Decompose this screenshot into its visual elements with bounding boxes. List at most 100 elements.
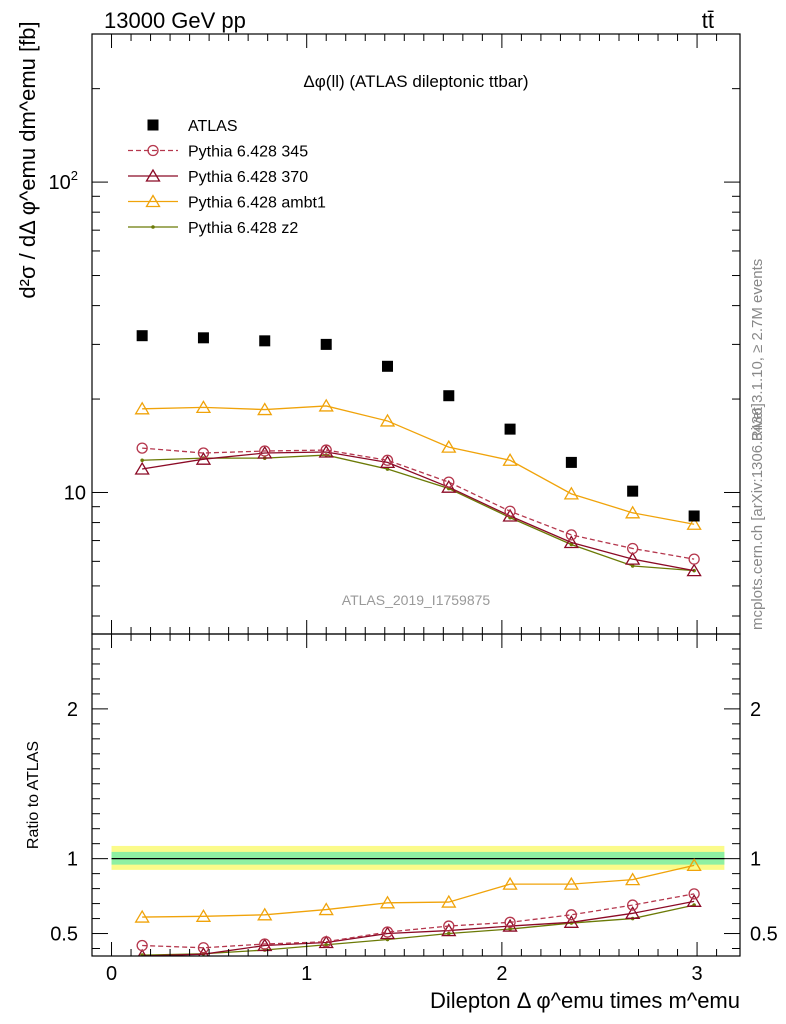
legend-marker <box>151 225 155 229</box>
main-series-1 <box>134 398 702 530</box>
ratio-data-point <box>563 915 580 928</box>
main-data-point <box>197 447 210 459</box>
ratio-data-point <box>136 939 148 952</box>
ratio-series-2 <box>137 894 702 956</box>
ratio-data-point <box>565 909 578 921</box>
main-data-point <box>686 516 702 530</box>
ratio-y-tick-label-right: 1 <box>750 849 761 871</box>
main-data-point <box>565 529 578 541</box>
main-atlas-data-point <box>136 330 148 342</box>
main-data-point <box>136 442 148 454</box>
main-data-point <box>504 505 516 517</box>
main-data-point <box>318 444 334 458</box>
main-data-point <box>686 563 702 577</box>
main-data-point <box>627 542 639 555</box>
ratio-data-point <box>502 876 518 890</box>
main-series-line <box>142 405 695 525</box>
legend-marker <box>145 168 161 182</box>
ratio-data-point <box>195 909 212 922</box>
main-data-point <box>625 551 641 565</box>
ratio-x-tick-label: 1 <box>301 963 312 985</box>
main-atlas-data-point <box>565 456 577 468</box>
main-atlas-data-point <box>197 332 209 344</box>
header-right-label: tt̄ <box>702 8 714 33</box>
main-y-tick-label: 10 <box>64 482 86 504</box>
main-data-point <box>563 486 580 500</box>
side-label-bottom: mcplots.cern.ch [arXiv:1306.3436] <box>749 403 766 630</box>
main-series-2 <box>134 444 702 577</box>
main-data-point <box>381 454 394 466</box>
main-data-point <box>195 451 212 465</box>
main-data-point <box>257 402 273 416</box>
ratio-y-axis-label: Ratio to ATLAS <box>25 741 42 849</box>
main-data-point <box>257 445 273 459</box>
ratio-data-point <box>324 942 329 947</box>
ratio-data-point <box>441 894 457 908</box>
main-data-point <box>441 439 457 453</box>
ratio-y-tick-label-right: 2 <box>750 699 761 721</box>
main-series-line <box>142 454 695 572</box>
main-atlas-data-point <box>320 338 332 350</box>
legend-label: Pythia 6.428 370 <box>188 169 308 186</box>
main-data-point <box>134 401 150 415</box>
legend: ATLAS Pythia 6.428 345 Pythia 6.428 370 Pyt… <box>128 118 326 237</box>
ratio-data-point <box>257 938 273 952</box>
legend-item: Pythia 6.428 ambt1 <box>128 194 326 212</box>
ratio-data-point <box>688 888 700 900</box>
ratio-series-line <box>142 900 695 956</box>
legend-item: Pythia 6.428 345 <box>128 144 308 161</box>
main-data-point <box>140 458 144 463</box>
legend-label: ATLAS <box>188 118 238 135</box>
legend-label: Pythia 6.428 345 <box>188 144 308 161</box>
ratio-data-point <box>563 876 580 890</box>
main-data-point <box>134 461 150 475</box>
main-series-0 <box>140 453 696 573</box>
main-data-point <box>318 398 334 412</box>
main-data-point <box>385 467 390 471</box>
main-plot-area <box>134 330 702 577</box>
ratio-series-3 <box>136 888 700 954</box>
ratio-y-tick-label-left: 0.5 <box>50 924 78 946</box>
ratio-data-point <box>259 938 271 950</box>
legend-item: Pythia 6.428 370 <box>128 168 308 186</box>
ratio-data-point <box>625 872 641 886</box>
ratio-data-point <box>379 895 396 909</box>
main-atlas-data-point <box>688 510 700 522</box>
ratio-data-point <box>381 926 394 938</box>
legend-item: Pythia 6.428 z2 <box>128 220 298 237</box>
legend-item: ATLAS <box>147 118 238 135</box>
ratio-data-point <box>504 916 516 928</box>
ratio-panel: 0 1 2 3 0.5 0.5 1 1 2 2 Ratio to ATLAS Dilepton Δ φ… <box>25 633 778 1013</box>
x-axis-label: Dilepton Δ φ^emu times m^emu <box>430 988 740 1013</box>
ratio-data-point <box>318 902 334 916</box>
ratio-data-point <box>257 907 273 921</box>
main-data-point <box>443 476 455 488</box>
ratio-x-tick-label: 2 <box>496 963 507 985</box>
main-title: Δφ(ll) (ATLAS dileptonic ttbar) <box>303 72 528 91</box>
main-atlas-data-point <box>504 423 516 435</box>
main-atlas-data-point <box>382 360 394 372</box>
ratio-series-0 <box>140 903 696 956</box>
analysis-watermark: ATLAS_2019_I1759875 <box>342 592 491 608</box>
ratio-data-point <box>627 899 639 911</box>
main-panel: 10 102 Δφ(ll) (ATLAS dileptonic ttbar) ATLA… <box>15 21 741 635</box>
ratio-y-tick-label-left: 1 <box>67 849 78 871</box>
ratio-data-point <box>443 920 455 932</box>
main-data-point <box>630 564 635 568</box>
ratio-data-point <box>508 927 512 931</box>
main-data-point <box>502 452 518 466</box>
ratio-plot-area <box>111 845 725 956</box>
main-atlas-data-point <box>259 335 271 347</box>
ratio-y-tick-label-right: 0.5 <box>750 924 778 946</box>
main-data-point <box>563 535 580 549</box>
main-series-3 <box>136 442 700 565</box>
main-data-point <box>625 505 641 519</box>
main-atlas-data-point <box>627 485 639 497</box>
main-series-line <box>142 451 695 572</box>
ratio-data-point <box>198 946 209 956</box>
main-data-point <box>569 542 574 547</box>
side-label-top: Rivet 3.1.10, ≥ 2.7M events <box>749 259 766 442</box>
ratio-data-point <box>446 931 451 936</box>
ratio-data-point <box>686 858 702 872</box>
